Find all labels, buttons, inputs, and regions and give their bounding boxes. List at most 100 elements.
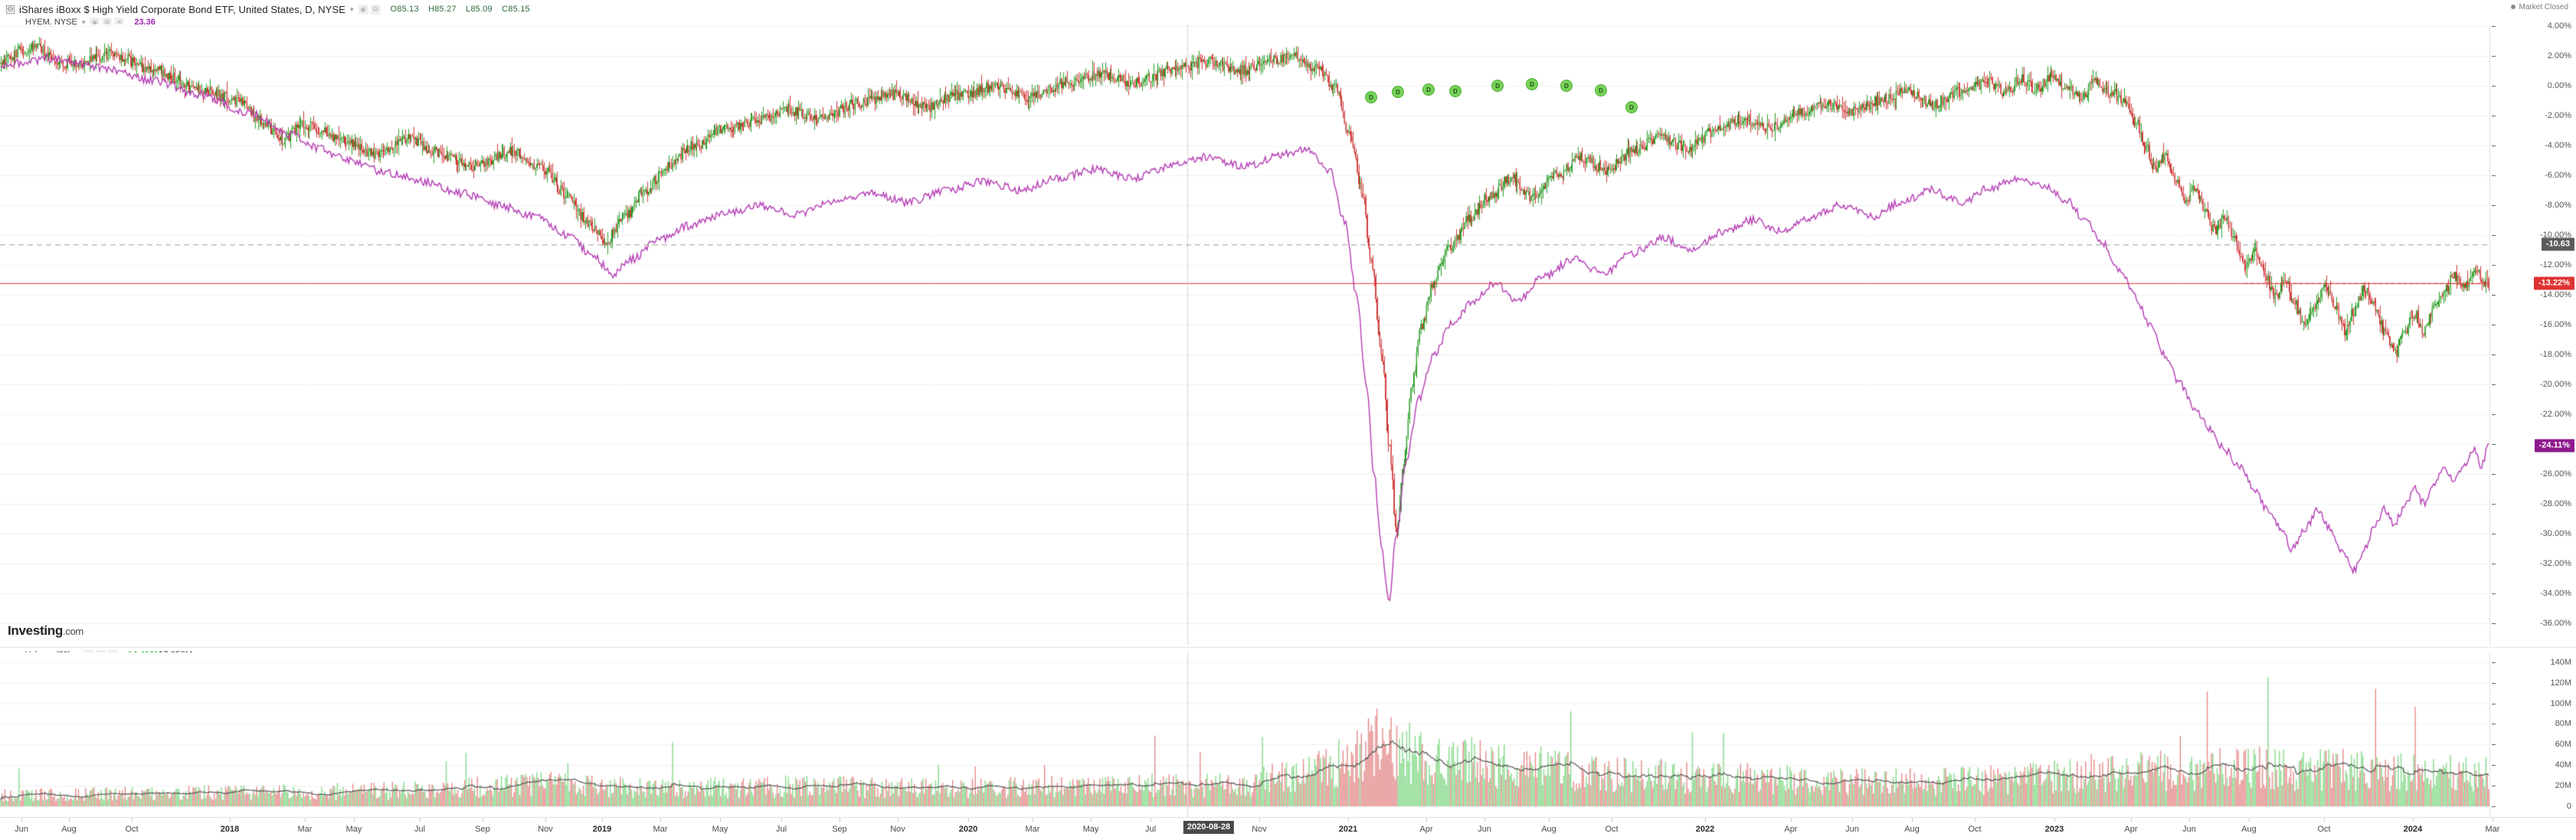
price-axis-tick (2492, 235, 2496, 236)
volume-axis-tick-label: 140M (2550, 657, 2571, 667)
compare-chevron-down-icon[interactable]: ▾ (81, 18, 86, 26)
price-axis-tick-label: 0.00% (2547, 81, 2571, 90)
price-axis-tick-label: -12.00% (2540, 260, 2571, 270)
time-axis-label: Apr (1419, 825, 1433, 834)
watermark-suffix: .com (62, 626, 83, 637)
dividend-marker[interactable]: D (1526, 78, 1538, 90)
price-chart-pane[interactable]: D D D D D D D D D Investing.com (0, 25, 2489, 645)
price-axis-tick-label: -32.00% (2540, 559, 2571, 568)
price-badge[interactable]: -10.63 (2541, 237, 2574, 251)
market-status-dot (2510, 5, 2515, 10)
price-axis-tick (2492, 175, 2496, 176)
dividend-marker[interactable]: D (1595, 84, 1607, 96)
price-axis-tick (2492, 593, 2496, 594)
price-axis-tick (2492, 145, 2496, 146)
dividend-marker[interactable]: D (1422, 83, 1435, 96)
time-axis-tick (2189, 818, 2190, 822)
time-axis-label: Aug (2241, 825, 2257, 834)
price-axis-tick-label: -6.00% (2545, 171, 2571, 180)
time-axis-label: Sep (832, 825, 847, 834)
time-axis-label: May (345, 825, 362, 834)
time-axis-label: Mar (653, 825, 668, 834)
price-axis-tick-label: -16.00% (2540, 320, 2571, 329)
price-axis-tick-label: -34.00% (2540, 589, 2571, 598)
time-axis-label: 2024 (2403, 825, 2423, 834)
price-axis-tick-label: -28.00% (2540, 499, 2571, 508)
price-axis-tick (2492, 56, 2496, 57)
time-axis-tick (2054, 818, 2055, 822)
dividend-marker[interactable]: D (1625, 101, 1638, 113)
volume-axis-tick-label: 80M (2555, 719, 2571, 729)
time-axis-label: Oct (125, 825, 139, 834)
price-axis-tick (2492, 86, 2496, 87)
price-axis-tick-label: 2.00% (2547, 51, 2571, 60)
time-axis-tick (2413, 818, 2414, 822)
price-axis-tick (2492, 474, 2496, 475)
time-axis-tick (1705, 818, 1706, 822)
volume-chart-pane[interactable] (0, 652, 2489, 817)
time-axis-label: Aug (61, 825, 77, 834)
price-axis-tick-label: -10.00% (2540, 230, 2571, 240)
price-axis-tick-label: -18.00% (2540, 350, 2571, 359)
price-axis-tick (2492, 265, 2496, 266)
price-badge[interactable]: -13.22% (2534, 276, 2574, 290)
time-axis-label: Oct (1605, 825, 1619, 834)
time-axis-tick (1484, 818, 1485, 822)
selected-date-badge[interactable]: 2020-08-28 (1183, 821, 1235, 834)
volume-axis-tick-label: 40M (2555, 760, 2571, 770)
price-axis[interactable]: 4.00% 2.00% 0.00% -2.00% -4.00% -6.00% -8.00% -… (2489, 21, 2576, 645)
price-axis-tick-label: 4.00% (2547, 21, 2571, 31)
volume-chart-canvas[interactable] (0, 652, 2489, 817)
time-axis[interactable]: Jun Aug Oct 2018 Mar May Jul Sep Nov 2019 Mar May Ju… (0, 817, 2576, 840)
market-status-label: Market Closed (2519, 3, 2568, 11)
time-axis-tick (1348, 818, 1349, 822)
time-axis-tick (354, 818, 355, 822)
price-axis-tick (2492, 623, 2496, 624)
dividend-marker[interactable]: D (1392, 86, 1404, 98)
time-axis-label: Mar (297, 825, 313, 834)
volume-axis-tick (2492, 765, 2496, 766)
time-axis-label: May (1082, 825, 1099, 834)
time-axis-tick (1912, 818, 1913, 822)
dividend-marker[interactable]: D (1560, 80, 1573, 92)
time-axis-tick (1426, 818, 1427, 822)
price-axis-tick-label: -36.00% (2540, 619, 2571, 628)
collapse-pane-icon[interactable]: ⊖ (6, 5, 15, 14)
time-axis-tick (420, 818, 421, 822)
price-axis-tick (2492, 414, 2496, 415)
price-axis-tick (2492, 504, 2496, 505)
dividend-marker[interactable]: D (1365, 91, 1377, 103)
visibility-eye-icon[interactable]: ◉ (358, 4, 368, 15)
time-axis-label: Jul (414, 825, 426, 834)
volume-axis-tick (2492, 744, 2496, 746)
volume-axis-tick-label: 0 (2566, 802, 2571, 811)
time-axis-tick (305, 818, 306, 822)
price-chart-canvas[interactable] (0, 25, 2489, 645)
chevron-down-icon[interactable]: ▾ (350, 5, 354, 13)
price-legend-row: ⊖ iShares iBoxx $ High Yield Corporate B… (0, 2, 537, 16)
ohlc-values: O85.13 H85.27 L85.09 C85.15 (391, 5, 537, 14)
time-axis-tick (545, 818, 546, 822)
ohlc-low: L85.09 (466, 5, 493, 14)
time-axis-label: Aug (1904, 825, 1920, 834)
price-badge[interactable]: -24.11% (2534, 439, 2574, 453)
price-axis-tick-label: -8.00% (2545, 201, 2571, 210)
ohlc-high: H85.27 (428, 5, 457, 14)
time-axis-tick (21, 818, 22, 822)
ohlc-close: C85.15 (502, 5, 530, 14)
volume-axis[interactable]: 140M 120M 100M 80M 60M 40M 20M 0 (2489, 652, 2576, 817)
time-axis-label: Apr (1784, 825, 1798, 834)
time-axis-label: Nov (538, 825, 553, 834)
time-axis-tick (602, 818, 603, 822)
time-axis-tick (781, 818, 782, 822)
volume-axis-tick-label: 60M (2555, 740, 2571, 750)
dividend-marker[interactable]: D (1491, 80, 1504, 92)
dividend-marker[interactable]: D (1449, 85, 1461, 97)
time-axis-tick (660, 818, 661, 822)
time-axis-label: 2023 (2044, 825, 2064, 834)
price-axis-tick-label: -14.00% (2540, 290, 2571, 299)
gear-icon[interactable]: ⚙ (370, 4, 381, 15)
time-axis-label: Jul (1144, 825, 1157, 834)
time-axis-label: Jun (1845, 825, 1859, 834)
volume-axis-tick (2492, 662, 2496, 663)
